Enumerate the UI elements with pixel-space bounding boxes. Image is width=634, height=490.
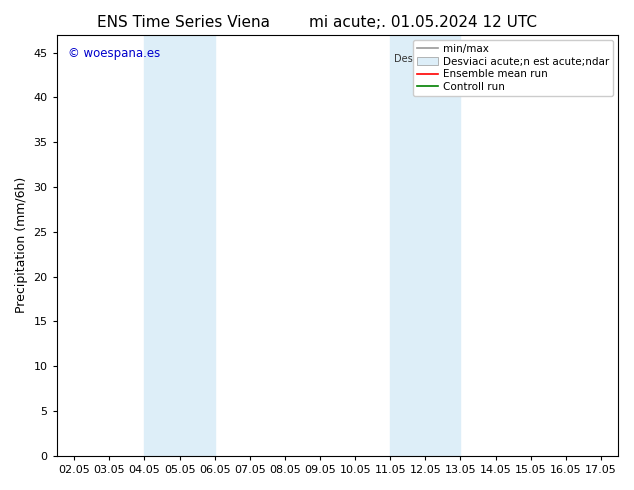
Text: ENS Time Series Viena        mi acute;. 01.05.2024 12 UTC: ENS Time Series Viena mi acute;. 01.05.2… xyxy=(97,15,537,30)
Y-axis label: Precipitation (mm/6h): Precipitation (mm/6h) xyxy=(15,177,28,314)
Bar xyxy=(145,35,215,456)
Legend: min/max, Desviaci acute;n est acute;ndar, Ensemble mean run, Controll run: min/max, Desviaci acute;n est acute;ndar… xyxy=(413,40,613,96)
Text: Desviaci  acute;n est  acute;ndar: Desviaci acute;n est acute;ndar xyxy=(394,53,556,64)
Text: © woespana.es: © woespana.es xyxy=(68,47,160,60)
Bar xyxy=(391,35,460,456)
